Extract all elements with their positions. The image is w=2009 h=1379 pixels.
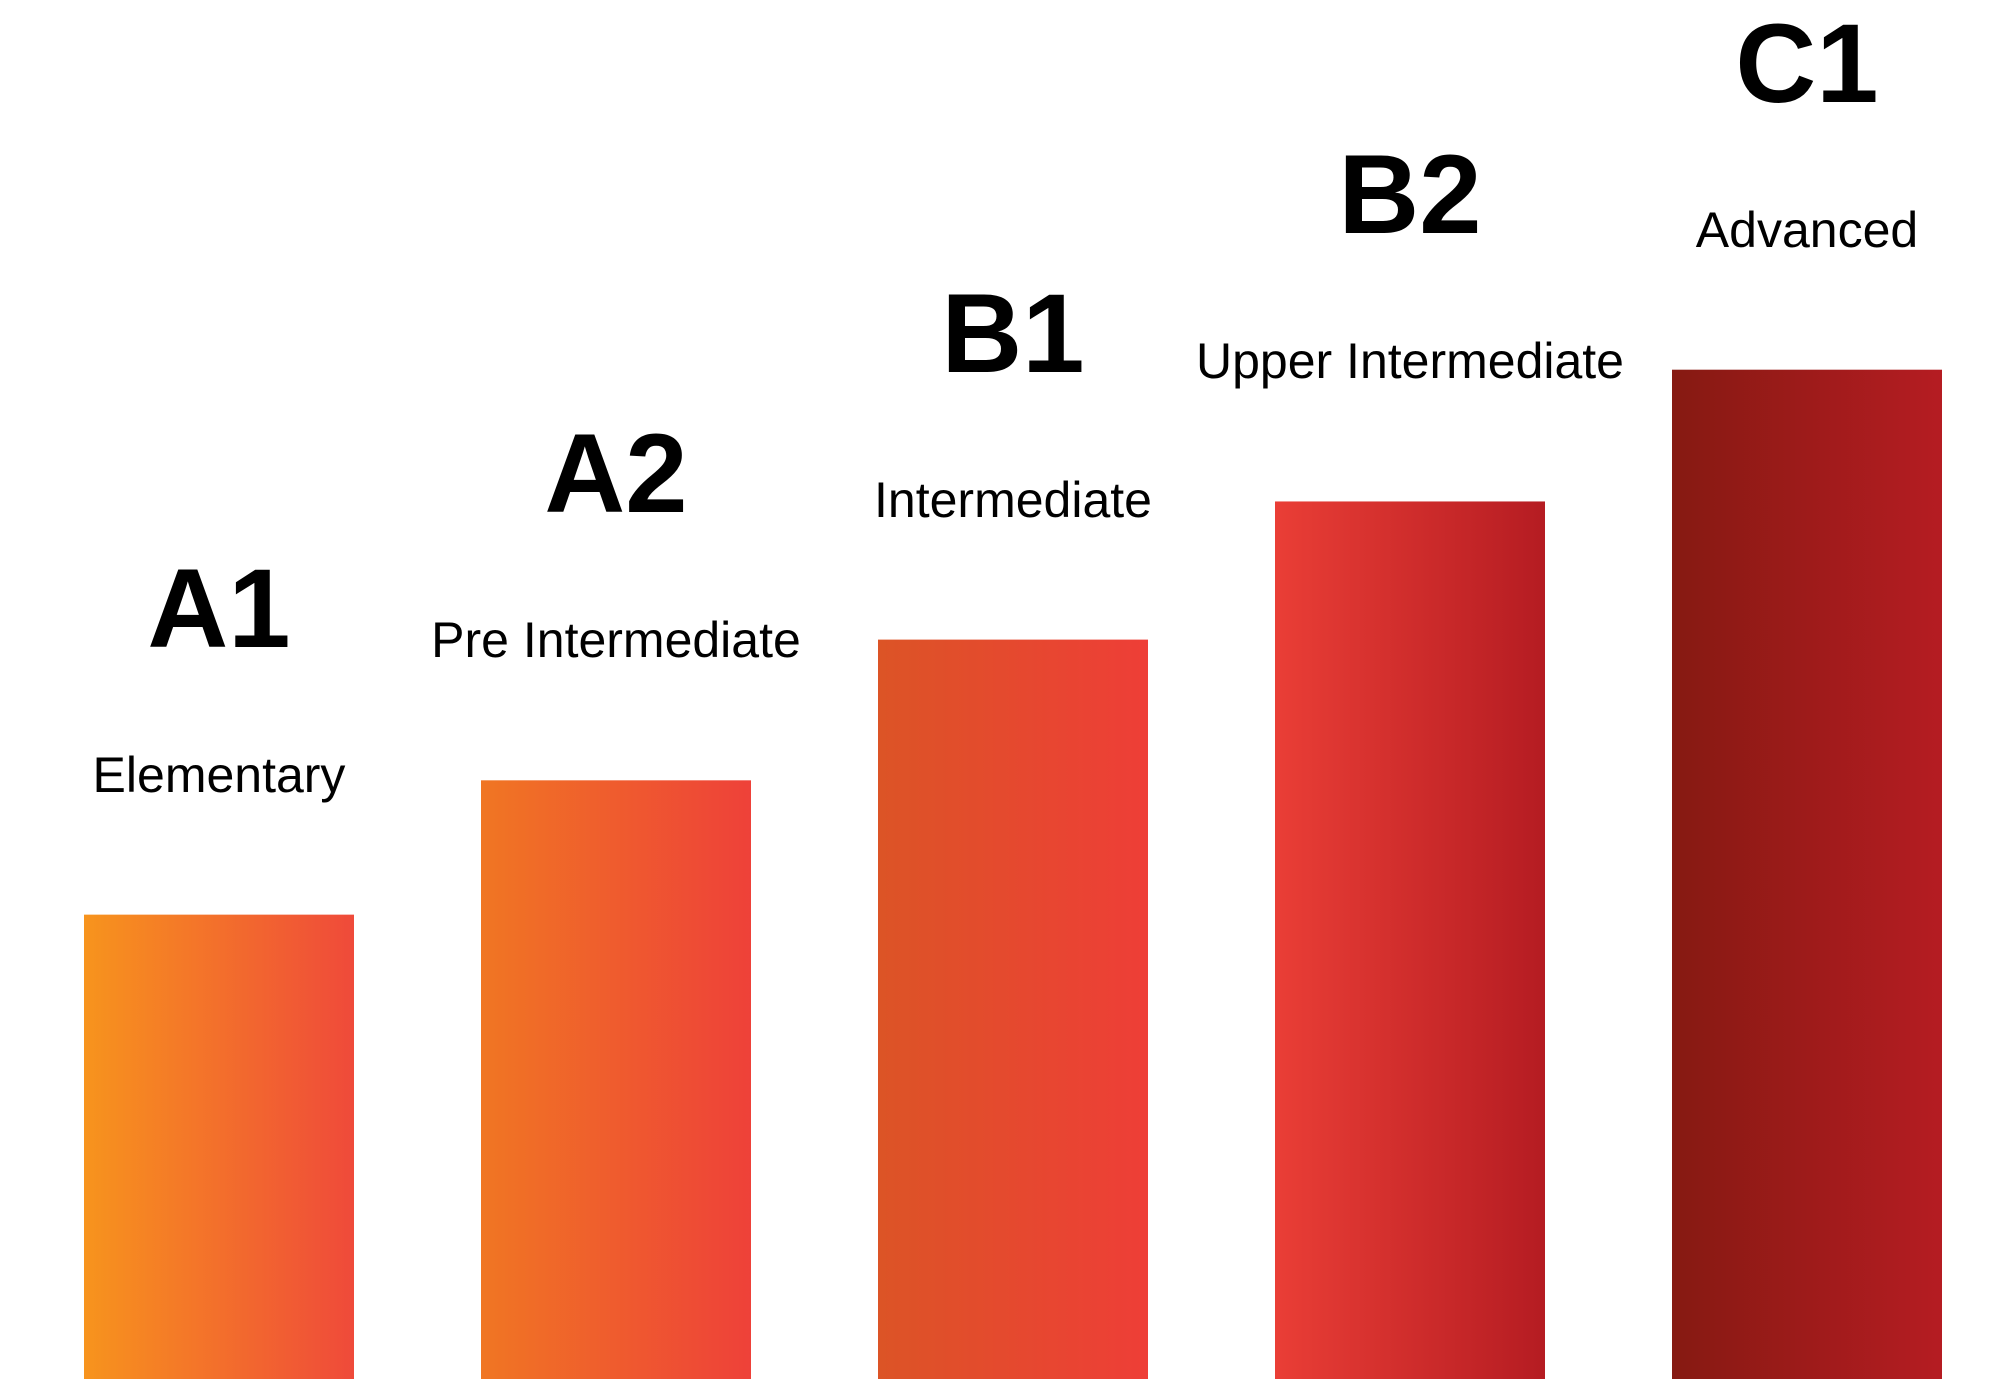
level-name: Upper Intermediate [1195, 333, 1624, 390]
bar [84, 914, 354, 1379]
level-name: Advanced [1695, 201, 1919, 258]
bar [1275, 501, 1545, 1379]
bar [1672, 369, 1942, 1379]
level-code: B1 [941, 270, 1085, 396]
level-code: B2 [1338, 132, 1482, 258]
bar-label: C1 Advanced [1577, 0, 2009, 260]
level-code: C1 [1735, 0, 1879, 126]
level-code: A2 [544, 411, 688, 537]
level-name: Elementary [92, 746, 346, 803]
bar-label: B2 Upper Intermediate [1180, 139, 1640, 391]
level-code: A1 [147, 545, 291, 671]
bar-label: A1 Elementary [0, 545, 449, 805]
bar [878, 639, 1148, 1379]
bar-label: A2 Pre Intermediate [386, 418, 846, 670]
bar [481, 780, 751, 1379]
level-name: Intermediate [874, 471, 1152, 528]
bar-label: B1 Intermediate [783, 270, 1243, 530]
level-name: Pre Intermediate [431, 612, 801, 669]
